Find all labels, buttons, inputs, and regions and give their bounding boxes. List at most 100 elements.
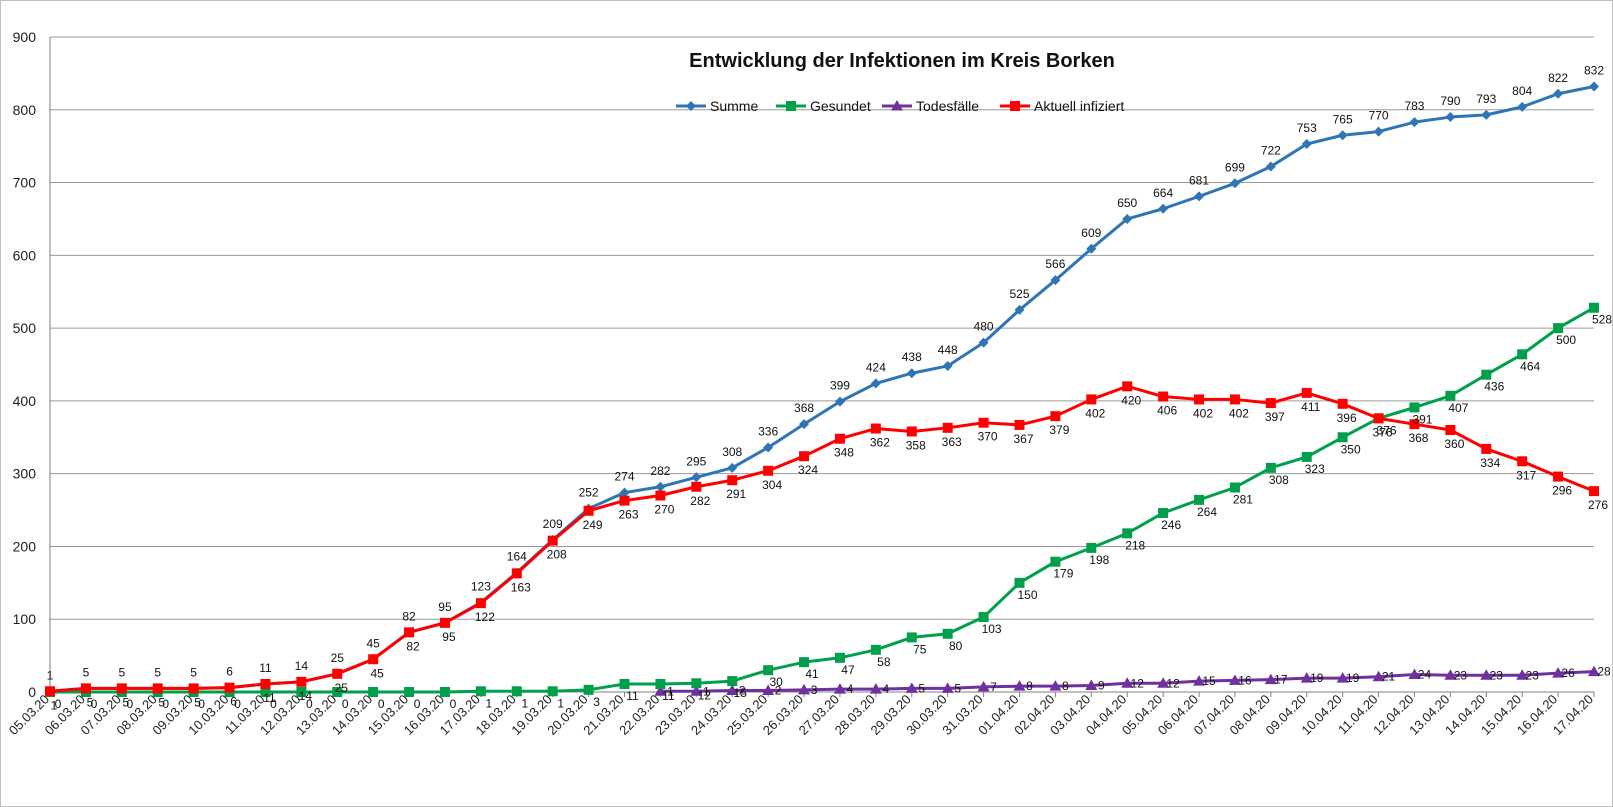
data-point bbox=[655, 481, 666, 492]
data-label: 9 bbox=[1098, 678, 1105, 692]
data-point bbox=[870, 423, 881, 434]
data-label: 263 bbox=[618, 508, 638, 522]
data-label: 0 bbox=[91, 697, 98, 711]
data-point bbox=[1589, 302, 1599, 313]
data-point bbox=[691, 472, 702, 483]
legend-entry: Todesfälle bbox=[882, 98, 979, 114]
data-label: 324 bbox=[798, 463, 818, 477]
data-point bbox=[332, 687, 343, 697]
data-label: 80 bbox=[949, 639, 963, 653]
data-point bbox=[726, 684, 739, 696]
data-label: 24 bbox=[1418, 668, 1432, 682]
data-label: 363 bbox=[942, 435, 962, 449]
data-point bbox=[1372, 670, 1385, 682]
data-point bbox=[905, 682, 918, 693]
legend-label: Gesundet bbox=[810, 98, 871, 114]
data-label: 5 bbox=[190, 665, 197, 679]
data-label: 399 bbox=[830, 379, 850, 393]
data-point bbox=[1194, 494, 1205, 505]
data-point bbox=[727, 676, 738, 687]
data-point bbox=[1516, 669, 1529, 680]
data-point bbox=[1228, 674, 1241, 685]
data-point bbox=[833, 683, 846, 694]
data-label: 6 bbox=[230, 695, 237, 709]
data-label: 23 bbox=[1454, 668, 1468, 682]
data-point bbox=[1265, 398, 1276, 409]
y-tick-label: 400 bbox=[13, 393, 37, 409]
data-label: 30 bbox=[769, 675, 783, 689]
data-label: 296 bbox=[1552, 484, 1572, 498]
data-point bbox=[690, 685, 703, 696]
data-label: 0 bbox=[234, 697, 241, 711]
data-label: 5 bbox=[918, 681, 925, 695]
legend-entry: Summe bbox=[676, 98, 758, 114]
data-label: 391 bbox=[1412, 412, 1432, 426]
data-point bbox=[1408, 668, 1421, 680]
y-tick-label: 200 bbox=[13, 538, 37, 554]
data-point bbox=[1049, 680, 1062, 691]
data-point bbox=[1409, 117, 1420, 128]
data-label: 11 bbox=[626, 689, 639, 703]
data-label: 1 bbox=[667, 684, 674, 698]
data-label: 368 bbox=[1408, 431, 1428, 445]
data-label: 25 bbox=[335, 681, 349, 695]
data-label: 4 bbox=[883, 682, 890, 696]
data-point bbox=[1229, 482, 1240, 493]
data-point bbox=[1517, 349, 1528, 360]
data-label: 317 bbox=[1516, 468, 1536, 482]
data-label: 308 bbox=[722, 445, 742, 459]
data-point bbox=[1301, 387, 1312, 398]
data-point bbox=[296, 687, 307, 697]
data-label: 424 bbox=[866, 360, 886, 374]
data-label: 397 bbox=[1265, 410, 1285, 424]
data-point bbox=[1014, 304, 1025, 315]
data-label: 304 bbox=[762, 478, 782, 492]
data-label: 47 bbox=[841, 663, 855, 677]
data-label: 804 bbox=[1512, 84, 1532, 98]
data-point bbox=[834, 652, 845, 663]
data-point bbox=[1445, 112, 1456, 123]
y-tick-label: 900 bbox=[13, 29, 37, 45]
data-point bbox=[224, 682, 235, 693]
data-point bbox=[1086, 394, 1097, 405]
data-point bbox=[942, 422, 953, 433]
data-label: 0 bbox=[306, 697, 313, 711]
data-label: 376 bbox=[1373, 425, 1393, 439]
data-point bbox=[691, 481, 702, 492]
data-point bbox=[1553, 323, 1564, 334]
data-point bbox=[763, 665, 774, 676]
data-point bbox=[1336, 672, 1349, 683]
data-label: 832 bbox=[1584, 63, 1604, 77]
data-label: 5 bbox=[954, 681, 961, 695]
y-tick-label: 700 bbox=[13, 175, 37, 191]
data-label: 19 bbox=[1310, 671, 1324, 685]
data-label: 770 bbox=[1369, 109, 1389, 123]
data-point bbox=[116, 683, 127, 694]
data-point bbox=[296, 676, 307, 687]
data-label: 348 bbox=[834, 446, 854, 460]
data-label: 23 bbox=[1490, 668, 1504, 682]
legend-label: Summe bbox=[710, 98, 758, 114]
data-point bbox=[1122, 381, 1133, 392]
data-point bbox=[475, 686, 486, 697]
data-point bbox=[439, 687, 450, 697]
data-point bbox=[1337, 432, 1348, 443]
data-label: 368 bbox=[794, 401, 814, 415]
data-point bbox=[942, 628, 953, 639]
data-label: 14 bbox=[299, 689, 313, 703]
data-label: 7 bbox=[990, 680, 997, 694]
data-label: 291 bbox=[726, 487, 746, 501]
data-label: 379 bbox=[1049, 423, 1069, 437]
data-point bbox=[439, 617, 450, 628]
data-label: 3 bbox=[593, 695, 600, 709]
data-label: 270 bbox=[654, 503, 674, 517]
data-label: 28 bbox=[1597, 665, 1611, 679]
data-point bbox=[1265, 462, 1276, 473]
data-point bbox=[1013, 680, 1026, 691]
y-tick-label: 300 bbox=[13, 466, 37, 482]
data-point bbox=[1158, 391, 1169, 402]
data-label: 264 bbox=[1197, 505, 1217, 519]
data-point bbox=[762, 684, 775, 696]
data-point bbox=[1445, 390, 1456, 401]
data-label: 218 bbox=[1125, 538, 1145, 552]
